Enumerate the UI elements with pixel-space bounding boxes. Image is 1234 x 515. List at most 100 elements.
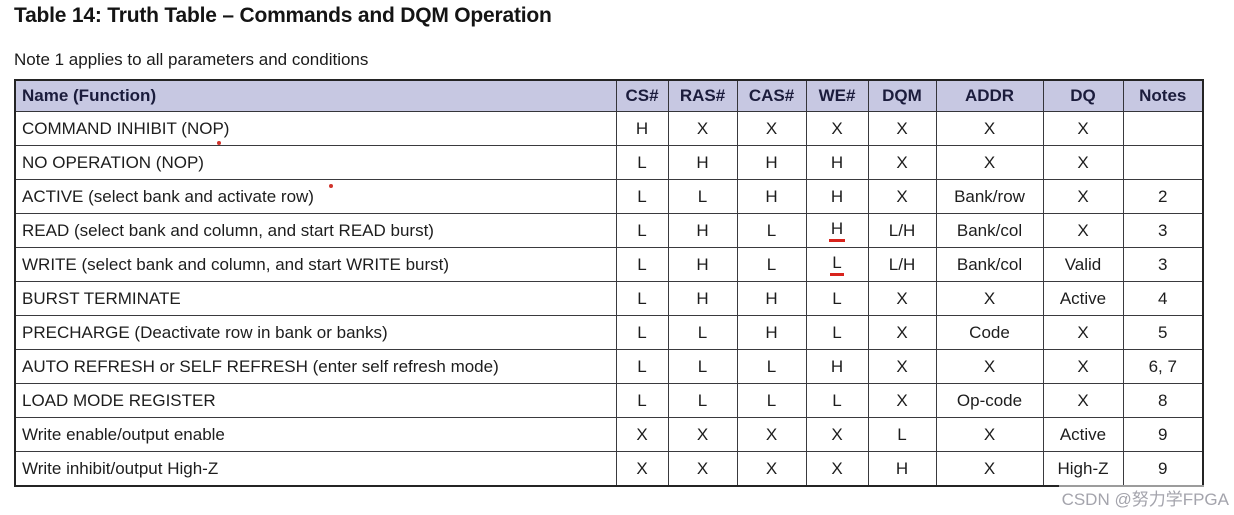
signal-cell: H xyxy=(805,145,869,180)
column-header: Name (Function) xyxy=(14,79,617,112)
signal-cell: L xyxy=(667,315,738,350)
signal-cell: X xyxy=(1042,179,1124,214)
signal-cell: X xyxy=(736,417,807,452)
signal-cell: L xyxy=(615,213,669,248)
signal-cell: X xyxy=(736,451,807,487)
signal-cell: X xyxy=(867,383,937,418)
signal-cell: High-Z xyxy=(1042,451,1124,487)
red-dot-artifact xyxy=(329,184,333,188)
signal-cell: 5 xyxy=(1122,315,1204,350)
table-row: COMMAND INHIBIT (NOP) H X X X X X X xyxy=(14,111,1204,146)
command-name-cell: READ (select bank and column, and start … xyxy=(14,213,617,248)
signal-cell: H xyxy=(805,213,869,248)
table-row: LOAD MODE REGISTER L L L L X Op-code X 8 xyxy=(14,383,1204,418)
signal-cell: H xyxy=(615,111,669,146)
signal-cell: L xyxy=(615,383,669,418)
column-header: CS# xyxy=(615,79,669,112)
signal-cell: H xyxy=(667,247,738,282)
signal-cell: Bank/col xyxy=(935,213,1044,248)
signal-cell: X xyxy=(667,417,738,452)
table-title: Table 14: Truth Table – Commands and DQM… xyxy=(14,4,552,27)
signal-cell: X xyxy=(867,281,937,316)
signal-cell: L xyxy=(805,281,869,316)
signal-cell: Bank/row xyxy=(935,179,1044,214)
signal-cell: 3 xyxy=(1122,213,1204,248)
command-name-cell: COMMAND INHIBIT (NOP) xyxy=(14,111,617,146)
signal-cell: X xyxy=(805,111,869,146)
red-underlined-value: H xyxy=(828,219,846,243)
table-row: AUTO REFRESH or SELF REFRESH (enter self… xyxy=(14,349,1204,384)
signal-cell: X xyxy=(935,145,1044,180)
column-header: WE# xyxy=(805,79,869,112)
table-row: ACTIVE (select bank and activate row) L L H… xyxy=(14,179,1204,214)
table-row: Write inhibit/output High-Z X X X X H X High-Z 9 xyxy=(14,451,1204,487)
signal-cell: L xyxy=(615,315,669,350)
signal-cell: 9 xyxy=(1122,417,1204,452)
signal-cell: L xyxy=(736,247,807,282)
column-header: Notes xyxy=(1122,79,1204,112)
column-header: CAS# xyxy=(736,79,807,112)
header-row: Name (Function) CS# RAS# CAS# WE# DQM ADDR DQ No… xyxy=(14,79,1204,112)
signal-cell: X xyxy=(935,281,1044,316)
watermark: CSDN @努力学FPGA xyxy=(1058,485,1232,511)
signal-cell: X xyxy=(1042,349,1124,384)
signal-cell: X xyxy=(1042,145,1124,180)
signal-cell: L xyxy=(805,315,869,350)
command-name-cell: Write inhibit/output High-Z xyxy=(14,451,617,487)
signal-cell: Bank/col xyxy=(935,247,1044,282)
signal-cell: L xyxy=(615,247,669,282)
signal-cell: X xyxy=(805,417,869,452)
signal-cell: 2 xyxy=(1122,179,1204,214)
signal-cell: H xyxy=(736,145,807,180)
signal-cell: X xyxy=(935,349,1044,384)
red-underlined-value: L xyxy=(830,253,844,277)
signal-cell: X xyxy=(867,145,937,180)
signal-cell: L xyxy=(615,145,669,180)
signal-cell: X xyxy=(1042,111,1124,146)
table-body: COMMAND INHIBIT (NOP) H X X X X X X NO OPERATION… xyxy=(14,111,1204,487)
command-name-cell: WRITE (select bank and column, and start… xyxy=(14,247,617,282)
truth-table: Name (Function) CS# RAS# CAS# WE# DQM ADDR DQ No… xyxy=(14,79,1204,487)
signal-cell: L/H xyxy=(867,213,937,248)
signal-cell: H xyxy=(736,315,807,350)
table-row: PRECHARGE (Deactivate row in bank or ban… xyxy=(14,315,1204,350)
signal-cell: 8 xyxy=(1122,383,1204,418)
signal-cell: X xyxy=(667,111,738,146)
signal-cell: Op-code xyxy=(935,383,1044,418)
signal-cell: H xyxy=(667,213,738,248)
table-row: NO OPERATION (NOP) L H H H X X X xyxy=(14,145,1204,180)
signal-cell: X xyxy=(1042,383,1124,418)
table-row: Write enable/output enable X X X X L X Active 9 xyxy=(14,417,1204,452)
signal-cell: H xyxy=(805,349,869,384)
signal-cell: L xyxy=(867,417,937,452)
signal-cell: 4 xyxy=(1122,281,1204,316)
signal-cell: H xyxy=(736,281,807,316)
signal-cell: L xyxy=(615,179,669,214)
command-name-cell: LOAD MODE REGISTER xyxy=(14,383,617,418)
table-row: READ (select bank and column, and start … xyxy=(14,213,1204,248)
signal-cell: 9 xyxy=(1122,451,1204,487)
signal-cell: H xyxy=(667,145,738,180)
signal-cell: X xyxy=(1042,315,1124,350)
signal-cell: L/H xyxy=(867,247,937,282)
signal-cell: H xyxy=(667,281,738,316)
signal-cell: H xyxy=(805,179,869,214)
signal-cell: X xyxy=(615,417,669,452)
table-row: WRITE (select bank and column, and start… xyxy=(14,247,1204,282)
signal-cell: L xyxy=(615,281,669,316)
signal-cell: L xyxy=(805,247,869,282)
column-header: ADDR xyxy=(935,79,1044,112)
signal-cell xyxy=(1122,111,1204,146)
signal-cell xyxy=(1122,145,1204,180)
signal-cell: X xyxy=(867,111,937,146)
command-name-cell: NO OPERATION (NOP) xyxy=(14,145,617,180)
command-name-cell: ACTIVE (select bank and activate row) xyxy=(14,179,617,214)
column-header: DQM xyxy=(867,79,937,112)
signal-cell: 6, 7 xyxy=(1122,349,1204,384)
signal-cell: X xyxy=(667,451,738,487)
red-dot-artifact xyxy=(217,141,221,145)
signal-cell: H xyxy=(736,179,807,214)
signal-cell: X xyxy=(867,349,937,384)
signal-cell: X xyxy=(935,451,1044,487)
